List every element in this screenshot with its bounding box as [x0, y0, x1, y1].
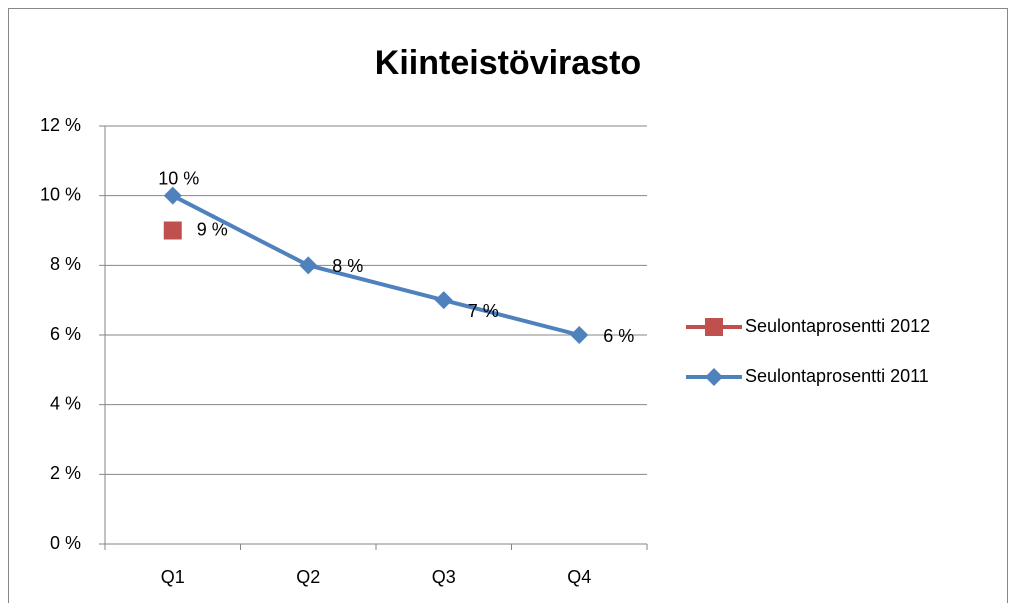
- y-tick-label: 10 %: [40, 184, 81, 204]
- marker: [163, 186, 182, 205]
- data-label: 10 %: [158, 168, 199, 188]
- data-label: 7 %: [468, 301, 499, 321]
- x-tick-label: Q2: [296, 567, 320, 587]
- legend-label: Seulontaprosentti 2012: [745, 316, 930, 336]
- legend-label: Seulontaprosentti 2011: [745, 366, 929, 386]
- x-tick-label: Q1: [161, 567, 185, 587]
- legend-marker: [705, 318, 723, 336]
- series-line: [171, 193, 580, 337]
- y-tick-label: 12 %: [40, 115, 81, 135]
- y-tick-label: 0 %: [50, 533, 81, 553]
- marker: [570, 326, 589, 344]
- chart-frame: [8, 8, 1008, 603]
- marker: [434, 291, 453, 310]
- data-label: 6 %: [603, 326, 634, 346]
- x-tick-label: Q3: [432, 567, 456, 587]
- data-label: 8 %: [332, 256, 363, 276]
- legend-marker: [705, 368, 723, 386]
- y-tick-label: 2 %: [50, 463, 81, 483]
- y-tick-label: 4 %: [50, 393, 81, 413]
- x-tick-label: Q4: [567, 567, 591, 587]
- marker: [299, 256, 318, 275]
- chart-title: Kiinteistövirasto: [375, 44, 641, 82]
- y-tick-label: 6 %: [50, 324, 81, 344]
- data-label: 9 %: [197, 219, 228, 239]
- y-tick-label: 8 %: [50, 254, 81, 274]
- marker: [163, 221, 182, 240]
